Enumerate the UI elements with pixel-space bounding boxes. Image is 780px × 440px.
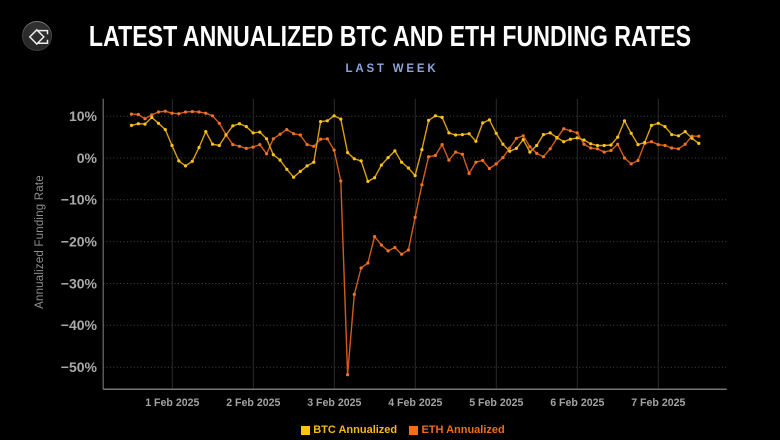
svg-text:0%: 0%: [77, 150, 98, 166]
svg-text:1 Feb 2025: 1 Feb 2025: [145, 397, 199, 409]
svg-text:−30%: −30%: [61, 275, 98, 291]
svg-text:5 Feb 2025: 5 Feb 2025: [469, 397, 523, 409]
svg-text:10%: 10%: [69, 108, 98, 124]
svg-text:−20%: −20%: [61, 234, 98, 250]
svg-text:−10%: −10%: [61, 192, 98, 208]
svg-text:4 Feb 2025: 4 Feb 2025: [388, 397, 442, 409]
svg-text:6 Feb 2025: 6 Feb 2025: [550, 397, 604, 409]
svg-text:−40%: −40%: [61, 317, 98, 333]
svg-text:3 Feb 2025: 3 Feb 2025: [307, 397, 361, 409]
svg-text:−50%: −50%: [61, 359, 98, 375]
svg-text:7 Feb 2025: 7 Feb 2025: [631, 397, 685, 409]
svg-text:2 Feb 2025: 2 Feb 2025: [226, 397, 280, 409]
